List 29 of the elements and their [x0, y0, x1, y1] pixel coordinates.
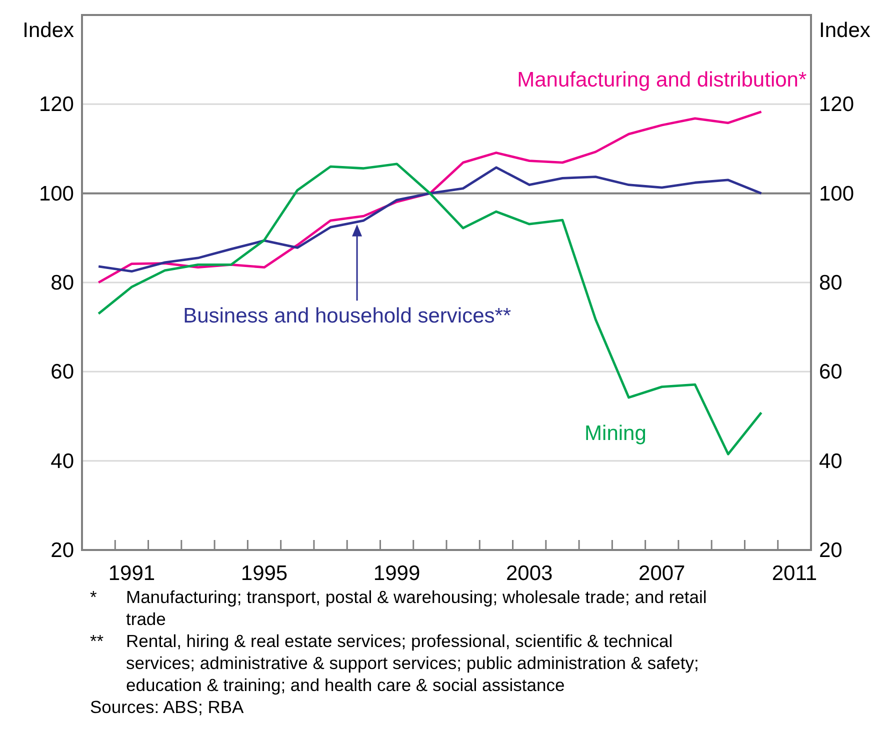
y2-tick-label: 120 [819, 93, 854, 116]
text: Business and household services** [183, 304, 512, 328]
x-tick-label: 2003 [506, 562, 553, 585]
line-series [97, 162, 762, 456]
x-tick-label: 1991 [108, 562, 156, 585]
y-tick-label: 60 [50, 360, 74, 384]
y-axis-title: Index [22, 19, 74, 42]
x-tick-label: 2007 [638, 562, 686, 585]
line-series [97, 110, 762, 284]
y-tick-label: 120 [38, 93, 74, 116]
y-tick-label: 80 [50, 272, 74, 294]
y-tick-label: 100 [38, 182, 74, 206]
y-tick-label: 20 [50, 539, 74, 562]
text: * Manufacturing; transport, postal & warehousing; wholesale trade; and retail trade [90, 587, 707, 629]
line-series [97, 166, 762, 273]
y2-tick-label: 40 [819, 450, 842, 473]
source-note: Sources: ABS; RBA [90, 697, 244, 717]
x-tick-label: 1995 [240, 562, 288, 585]
x-tick-label: 2011 [772, 562, 818, 585]
x-tick-label: 1999 [373, 562, 420, 585]
y2-tick-label: 60 [819, 360, 842, 384]
text: ** Rental, hiring & real estate services; professional, scientific & technical services; administrative & support services; public administration & safety; education & training; and health care & social assistance [90, 631, 699, 695]
y2-tick-label: 20 [819, 539, 842, 562]
y2-tick-label: 100 [819, 182, 854, 206]
series-label: Mining [584, 422, 646, 445]
y2-tick-label: 80 [819, 272, 842, 294]
y-tick-label: 40 [50, 450, 74, 473]
text: Manufacturing and distribution* [517, 68, 807, 92]
y2-axis-title: Index [819, 19, 871, 42]
